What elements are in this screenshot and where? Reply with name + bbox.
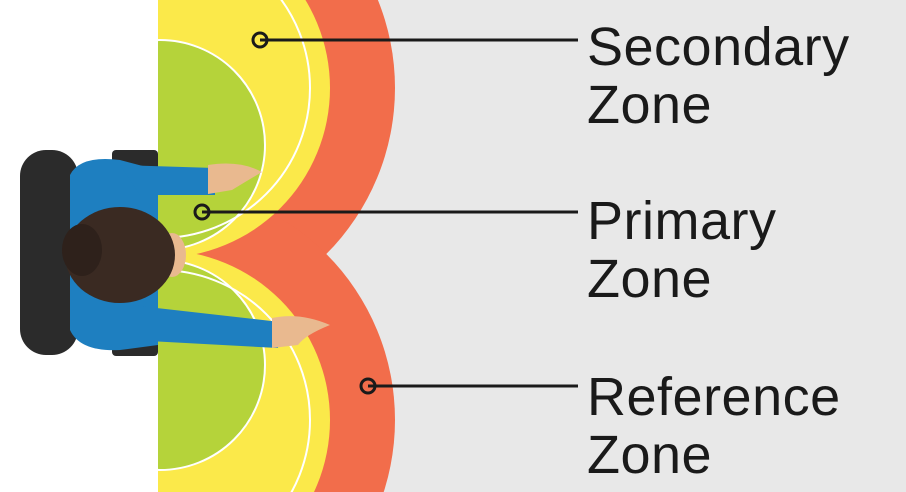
primary-zone-label-line1: Primary xyxy=(587,191,777,251)
seated-person-icon xyxy=(20,150,330,356)
reference-zone-label-line2: Zone xyxy=(587,425,713,485)
leader-primary xyxy=(193,203,578,221)
leader-secondary xyxy=(251,31,578,49)
secondary-zone-label-line1: Secondary xyxy=(587,17,850,77)
primary-zone-label: Primary Zone xyxy=(587,192,777,308)
leader-dot-icon xyxy=(359,377,377,395)
leader-reference xyxy=(359,377,578,395)
primary-zone-label-line2: Zone xyxy=(587,249,713,309)
secondary-zone-label: Secondary Zone xyxy=(587,18,850,134)
leader-dot-icon xyxy=(193,203,211,221)
reference-zone-label: Reference Zone xyxy=(587,368,841,484)
secondary-zone-label-line2: Zone xyxy=(587,75,713,135)
leader-dot-icon xyxy=(251,31,269,49)
reference-zone-label-line1: Reference xyxy=(587,367,841,427)
